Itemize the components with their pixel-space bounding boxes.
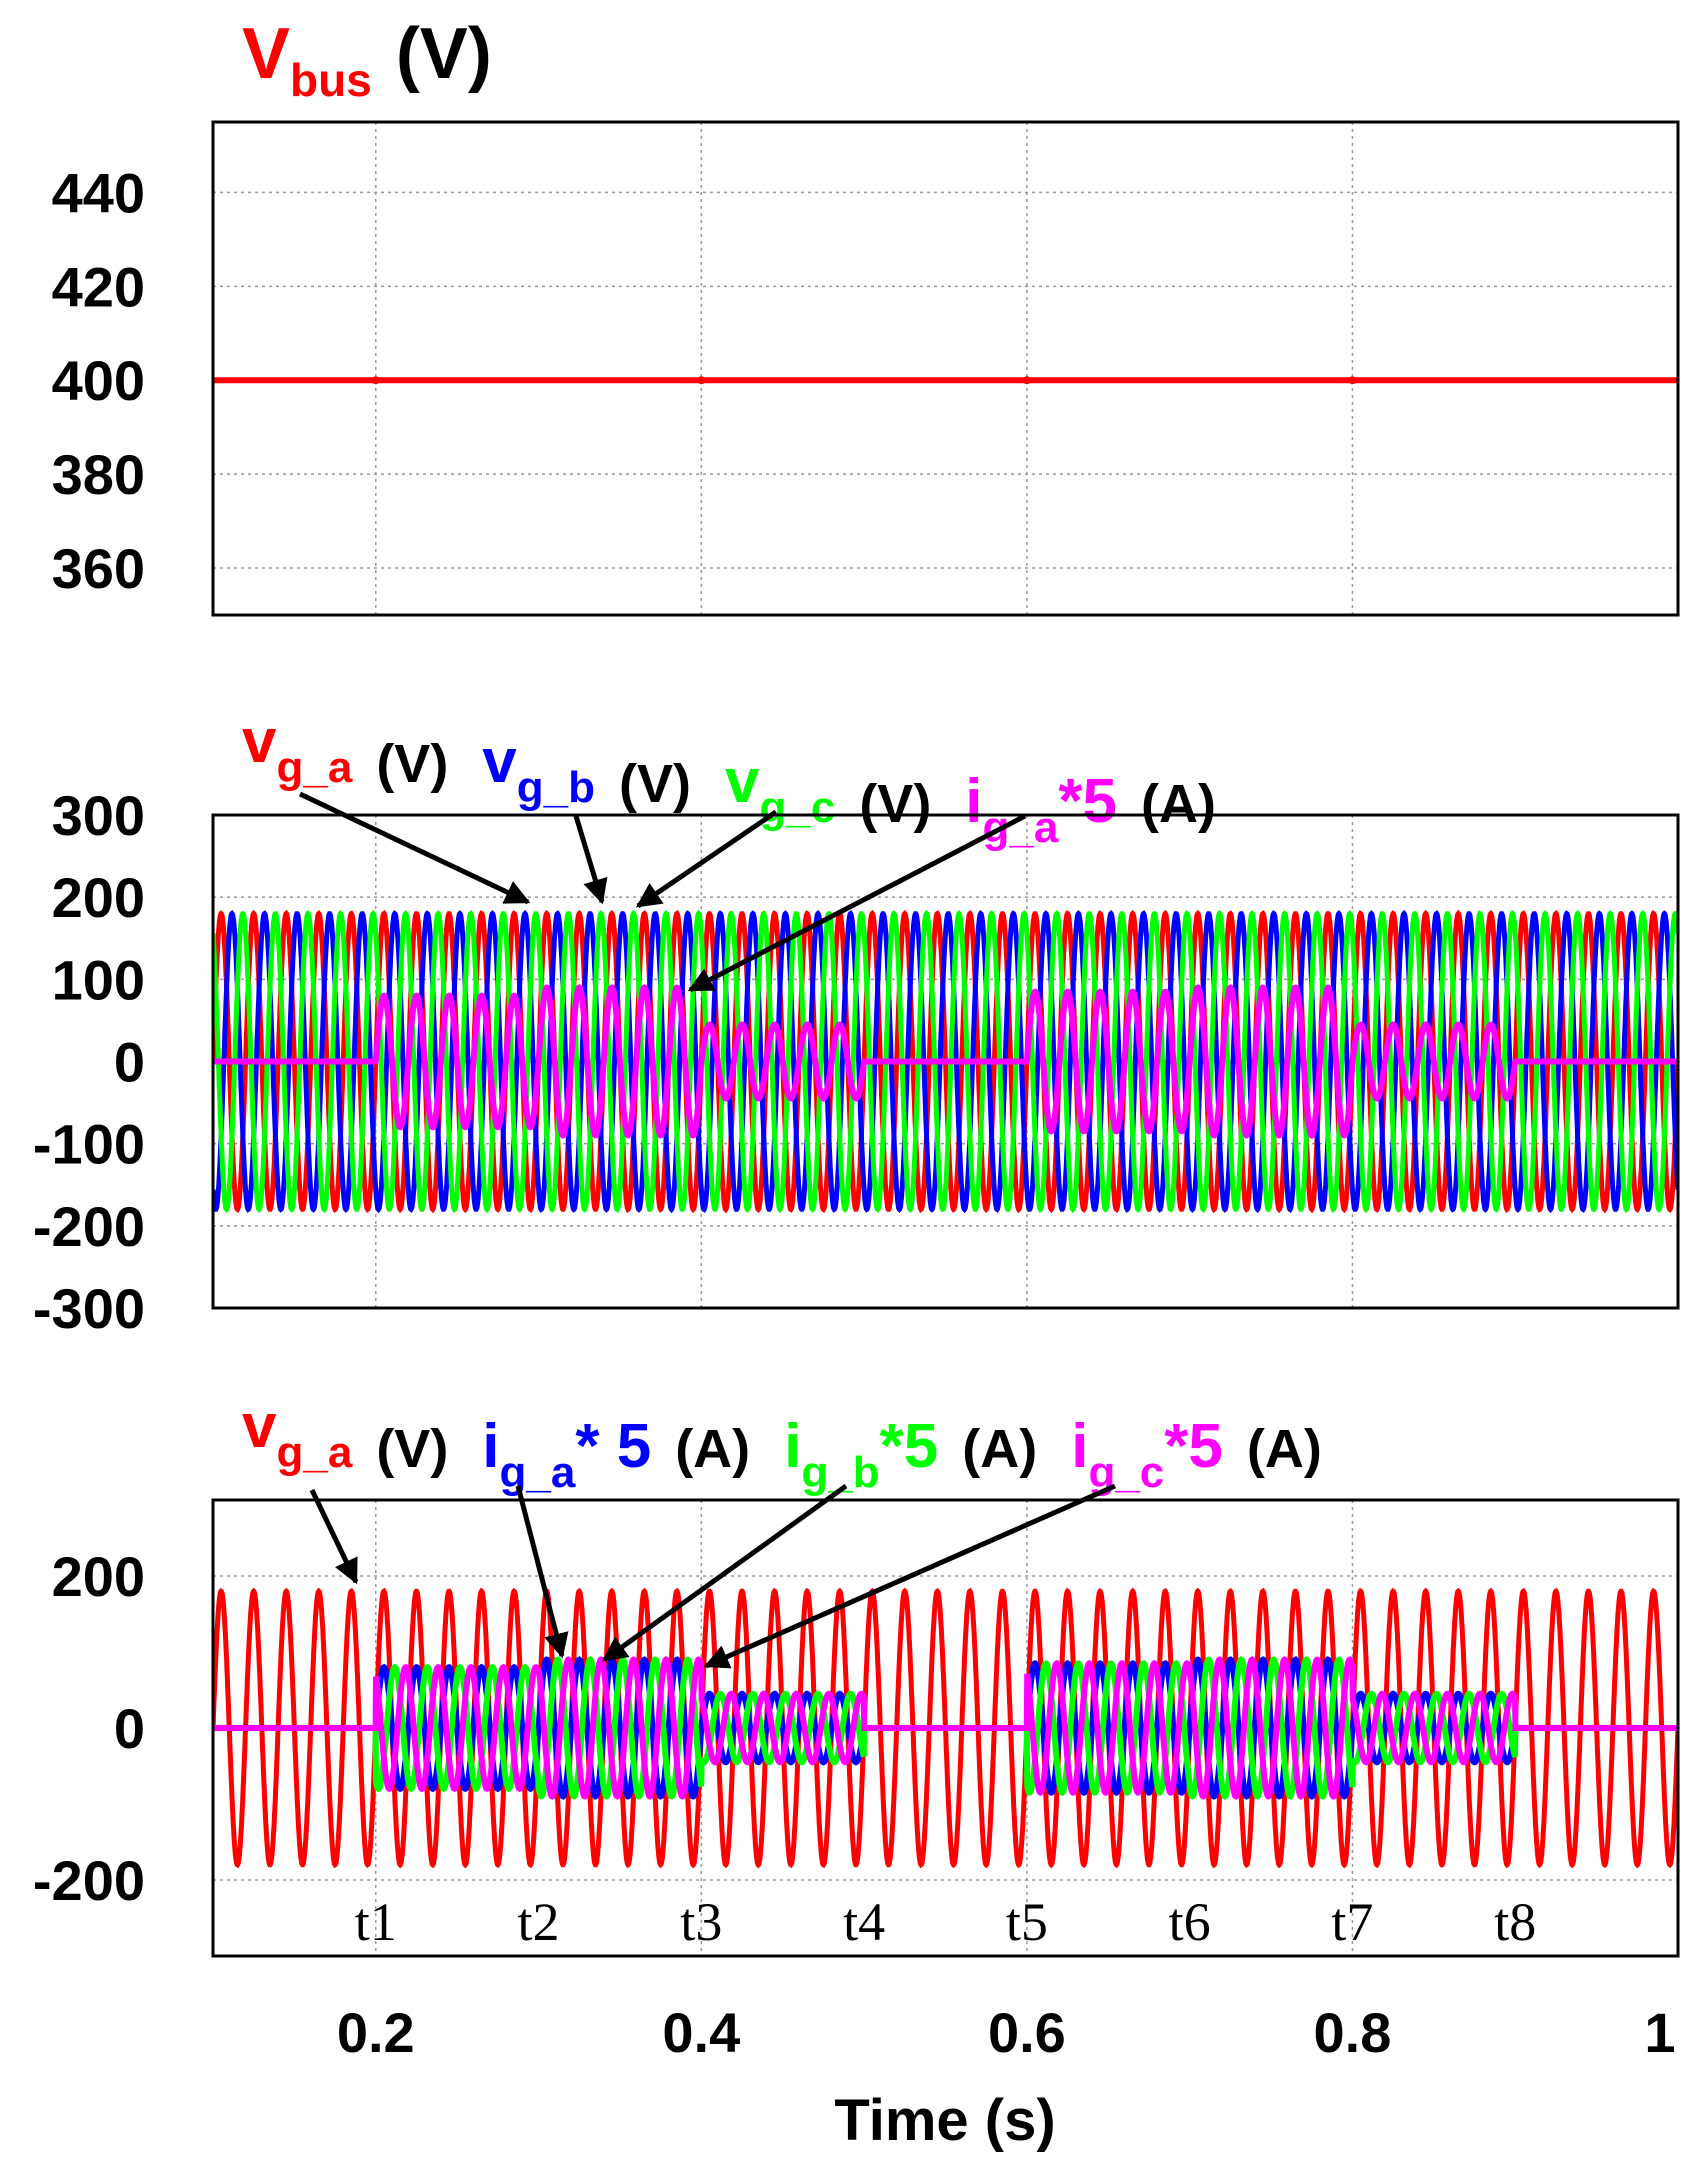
panel-bottom-plot (213, 1587, 1678, 1869)
time-marker-t3: t3 (680, 1892, 722, 1952)
panel-bottom-arrows (309, 1483, 1117, 1669)
time-marker-t4: t4 (843, 1892, 885, 1952)
series-ig-c-5 (213, 1656, 1678, 1800)
ylabel-sub: bus (290, 54, 372, 106)
legend-sub: g_a (500, 1448, 576, 1497)
y-tick-label: 0 (114, 1031, 145, 1094)
legend-unit: (V) (376, 1419, 448, 1479)
vbus-transient-point (697, 376, 706, 385)
legend-main: i (482, 1412, 499, 1481)
arrow-iga (687, 813, 1027, 993)
legend-sub: g_a (276, 743, 352, 792)
legend-unit: (V) (859, 774, 931, 834)
legend-sub: g_b (517, 763, 595, 812)
y-tick-label: -100 (33, 1113, 145, 1176)
y-tick-label: 200 (52, 1545, 145, 1608)
panel-middle-plot (213, 909, 1678, 1214)
y-tick-label: 100 (52, 948, 145, 1011)
panel-bottom: vg_a (V) ig_a* 5 (A) ig_b*5 (A) ig_c*5 (A) 2000… (33, 1392, 1680, 2153)
panel-middle-yticks: 300 200 100 0 -100 -200 -300 (33, 784, 145, 1340)
y-tick-label: 300 (52, 784, 145, 847)
legend-row: vg_a (V) ig_a* 5 (A) ig_b*5 (A) ig_c*5 (A) (242, 1392, 1322, 1497)
legend-suffix: *5 (880, 1412, 939, 1481)
series-ig-a-5 (213, 984, 1678, 1139)
y-tick-label: -200 (33, 1849, 145, 1912)
legend-sub: g_c (1088, 1448, 1164, 1497)
legend-sub: g_c (759, 783, 835, 832)
time-marker-t1: t1 (355, 1892, 397, 1952)
y-tick-label: 380 (52, 443, 145, 506)
time-marker-t8: t8 (1494, 1892, 1536, 1952)
panel-bottom-time-markers: t1 t2 t3 t4 t5 t6 t7 t8 (355, 1892, 1536, 1952)
y-tick-label: 420 (52, 255, 145, 318)
vbus-transient-point (1348, 376, 1357, 385)
arrow-vgc (635, 809, 778, 909)
panel-middle: vg_a (V) vg_b (V) vg_c (V) ig_a*5 (A) 300200100… (33, 707, 1680, 1340)
ylabel-main: V (242, 14, 290, 94)
panel-middle-arrows (298, 791, 1027, 993)
panel-middle-legend: vg_a (V) vg_b (V) vg_c (V) ig_a*5 (A) (242, 707, 1216, 852)
y-tick-label: 0 (114, 1697, 145, 1760)
x-tick-label: 0.2 (337, 2001, 415, 2064)
panel-bottom-xticks: 0.2 0.4 0.6 0.8 1 (337, 2001, 1676, 2064)
legend-main: i (784, 1412, 801, 1481)
x-tick-label: 1 (1644, 2001, 1675, 2064)
y-tick-label: 440 (52, 161, 145, 224)
panel-bottom-yticks: 200 0 -200 (33, 1545, 145, 1912)
panel-top-frame (211, 120, 1680, 617)
legend-main: i (965, 767, 982, 836)
legend-main: i (1071, 1412, 1088, 1481)
legend-suffix: * 5 (575, 1412, 651, 1481)
vbus-transient-point (371, 376, 380, 385)
legend-unit: (A) (962, 1419, 1037, 1479)
legend-unit: (A) (1247, 1419, 1322, 1479)
panel-top-yticks: 440 420 400 380 360 (52, 161, 145, 600)
arrow-vga-2 (309, 1488, 359, 1585)
panel-top: Vbus (V) 440 420 400 380 360 (52, 14, 1680, 617)
legend-sub: g_a (276, 1428, 352, 1477)
legend-main: v (242, 1392, 277, 1461)
x-tick-label: 0.6 (988, 2001, 1066, 2064)
y-tick-label: 200 (52, 866, 145, 929)
legend-main: v (482, 727, 517, 796)
series-vg-c (213, 909, 1678, 1214)
legend-unit: (A) (1141, 774, 1216, 834)
arrow-iga-2 (515, 1485, 569, 1659)
legend-suffix: *5 (1164, 1412, 1223, 1481)
legend-main: v (725, 747, 760, 816)
time-marker-t5: t5 (1006, 1892, 1048, 1952)
ylabel-unit: (V) (396, 14, 492, 94)
y-tick-label: 400 (52, 349, 145, 412)
y-tick-label: -200 (33, 1195, 145, 1258)
panel-bottom-frame (211, 1498, 1680, 1958)
legend-unit: (A) (675, 1419, 750, 1479)
x-axis-label: Time (s) (834, 2088, 1055, 2153)
x-tick-label: 0.8 (1314, 2001, 1392, 2064)
legend-main: v (242, 707, 277, 776)
panel-middle-frame (211, 813, 1680, 1310)
arrow-igb-2 (601, 1483, 848, 1663)
time-marker-t2: t2 (518, 1892, 560, 1952)
panel-top-grid (213, 122, 1678, 615)
panel-bottom-legend: vg_a (V) ig_a* 5 (A) ig_b*5 (A) ig_c*5 (A) (242, 1392, 1322, 1497)
arrow-vgb (573, 815, 608, 905)
panel-top-ylabel: Vbus (V) (242, 14, 492, 106)
legend-row: vg_a (V) vg_b (V) vg_c (V) ig_a*5 (A) (242, 707, 1216, 852)
y-tick-label: -300 (33, 1277, 145, 1340)
series-vg-b (213, 909, 1678, 1214)
legend-unit: (V) (619, 754, 691, 814)
time-marker-t7: t7 (1331, 1892, 1373, 1952)
legend-sub: g_a (983, 803, 1059, 852)
legend-unit: (V) (376, 734, 448, 794)
y-tick-label: 360 (52, 537, 145, 600)
vbus-transient-point (1022, 376, 1031, 385)
arrow-vga (298, 791, 531, 905)
arrow-igc-2 (703, 1483, 1117, 1669)
panel-top-plot (213, 376, 1678, 385)
legend-suffix: *5 (1058, 767, 1117, 836)
x-tick-label: 0.4 (662, 2001, 740, 2064)
time-marker-t6: t6 (1169, 1892, 1211, 1952)
